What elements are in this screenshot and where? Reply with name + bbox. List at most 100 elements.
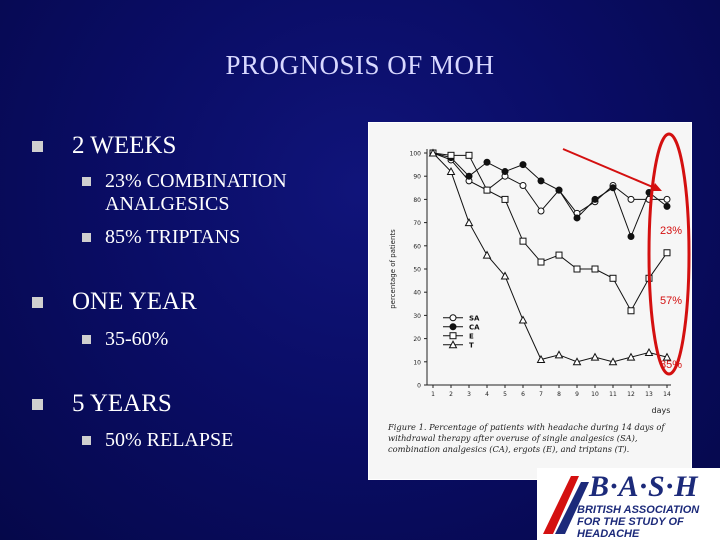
data-point-ca bbox=[609, 184, 617, 192]
sub-bullet-text: 23% COMBINATION ANALGESICS bbox=[105, 170, 287, 215]
data-point-e bbox=[663, 249, 671, 257]
sub-bullet-triptans: 85% TRIPTANS bbox=[82, 226, 240, 249]
legend-marker bbox=[449, 314, 457, 322]
bullet-2-weeks: 2 WEEKS bbox=[28, 132, 176, 160]
data-point-t bbox=[482, 250, 492, 259]
y-tick-label: 0 bbox=[417, 383, 421, 390]
x-tick-label: 9 bbox=[575, 391, 579, 398]
data-point-sa bbox=[663, 195, 671, 203]
data-point-t bbox=[500, 271, 510, 280]
data-point-ca bbox=[465, 172, 473, 180]
x-tick-label: 10 bbox=[591, 391, 599, 398]
bullet-marker bbox=[32, 399, 43, 410]
bullet-marker bbox=[82, 436, 91, 445]
x-tick-label: 13 bbox=[645, 391, 653, 398]
legend-box bbox=[439, 311, 493, 354]
x-tick-label: 14 bbox=[663, 391, 671, 398]
series-line-t bbox=[432, 152, 668, 363]
bullet-text: ONE YEAR bbox=[72, 288, 197, 315]
x-tick-label: 11 bbox=[609, 391, 617, 398]
series-line-ca bbox=[432, 152, 668, 238]
y-axis-label: percentage of patients bbox=[389, 229, 397, 309]
data-point-ca bbox=[501, 168, 509, 176]
data-point-e bbox=[447, 151, 455, 159]
legend-label: SA bbox=[469, 315, 480, 323]
sub-bullet-text: 35-60% bbox=[105, 328, 169, 350]
data-point-e bbox=[537, 258, 545, 266]
bullet-marker bbox=[32, 297, 43, 308]
data-point-e bbox=[501, 195, 509, 203]
bullet-marker bbox=[82, 233, 91, 242]
data-point-ca bbox=[663, 202, 671, 210]
data-point-t bbox=[536, 354, 546, 363]
x-tick-label: 6 bbox=[521, 391, 525, 398]
y-tick-label: 80 bbox=[413, 197, 421, 204]
data-point-e bbox=[591, 265, 599, 273]
x-tick-label: 1 bbox=[431, 391, 435, 398]
slide-title: PROGNOSIS OF MOH bbox=[225, 50, 495, 80]
data-point-ca bbox=[627, 233, 635, 241]
legend-label: T bbox=[469, 342, 474, 350]
y-tick-label: 10 bbox=[413, 359, 421, 366]
data-point-t bbox=[428, 148, 438, 157]
x-tick-label: 4 bbox=[485, 391, 489, 398]
data-point-e bbox=[573, 265, 581, 273]
y-tick-label: 40 bbox=[413, 290, 421, 297]
legend-marker bbox=[449, 323, 457, 331]
y-tick-label: 50 bbox=[413, 267, 421, 274]
data-point-e bbox=[483, 186, 491, 194]
data-point-e bbox=[609, 274, 617, 282]
bash-logo: B·A·S·H BRITISH ASSOCIATION FOR THE STUD… bbox=[537, 468, 720, 540]
bullet-marker bbox=[32, 141, 43, 152]
data-point-e bbox=[519, 237, 527, 245]
data-point-e bbox=[645, 274, 653, 282]
bullet-marker bbox=[82, 335, 91, 344]
data-point-ca bbox=[573, 214, 581, 222]
figure-caption: Figure 1. Percentage of patients with he… bbox=[388, 422, 665, 454]
data-point-t bbox=[608, 357, 618, 366]
logo-mark-icon bbox=[543, 476, 589, 534]
data-point-t bbox=[572, 357, 582, 366]
series-line-e bbox=[432, 152, 668, 312]
legend-label: E bbox=[469, 333, 474, 341]
data-point-ca bbox=[519, 161, 527, 169]
y-tick-label: 60 bbox=[413, 243, 421, 250]
y-tick-label: 100 bbox=[410, 151, 422, 158]
data-point-t bbox=[644, 347, 654, 357]
data-point-ca bbox=[555, 186, 563, 194]
data-point-t bbox=[464, 218, 474, 227]
y-tick-label: 90 bbox=[413, 174, 421, 181]
sub-bullet-text: 50% RELAPSE bbox=[105, 429, 234, 451]
bullet-text: 5 YEARS bbox=[72, 390, 172, 417]
data-point-e bbox=[555, 251, 563, 259]
data-point-sa bbox=[537, 207, 545, 215]
data-point-t bbox=[554, 350, 564, 359]
x-tick-label: 5 bbox=[503, 391, 507, 398]
data-point-ca bbox=[537, 177, 545, 185]
x-tick-label: 12 bbox=[627, 391, 635, 398]
data-point-t bbox=[626, 352, 636, 361]
x-axis-label: days bbox=[652, 406, 671, 415]
x-tick-label: 2 bbox=[449, 391, 453, 398]
data-point-e bbox=[627, 307, 635, 315]
x-tick-label: 7 bbox=[539, 391, 543, 398]
bullet-text: 2 WEEKS bbox=[72, 132, 177, 159]
data-point-t bbox=[446, 167, 456, 176]
data-point-ca bbox=[645, 188, 653, 196]
data-point-sa bbox=[519, 181, 527, 189]
legend-label: CA bbox=[469, 324, 480, 332]
x-tick-label: 8 bbox=[557, 391, 561, 398]
legend-marker bbox=[449, 332, 457, 340]
bullet-marker bbox=[82, 177, 91, 186]
data-point-e bbox=[465, 151, 473, 159]
y-tick-label: 70 bbox=[413, 220, 421, 227]
data-point-ca bbox=[483, 158, 491, 166]
logo-subtitle: BRITISH ASSOCIATION FOR THE STUDY OF HEA… bbox=[577, 504, 700, 540]
logo-name: B·A·S·H bbox=[589, 470, 699, 503]
data-point-t bbox=[590, 352, 600, 361]
x-tick-label: 3 bbox=[467, 391, 471, 398]
sub-bullet-combination: 23% COMBINATION ANALGESICS bbox=[82, 170, 335, 216]
sub-bullet-text: 85% TRIPTANS bbox=[105, 226, 241, 248]
bullet-one-year: ONE YEAR bbox=[28, 288, 197, 316]
